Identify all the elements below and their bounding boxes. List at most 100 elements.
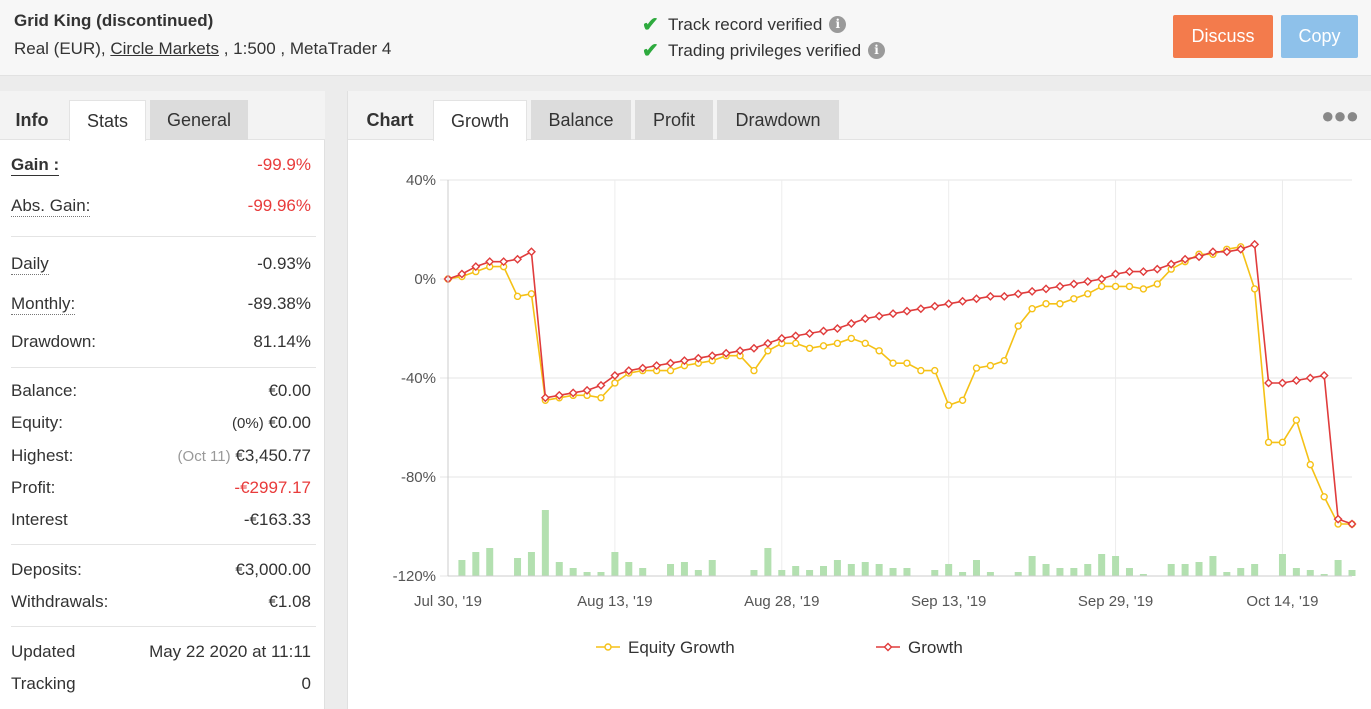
volume-bar [1320, 574, 1328, 576]
volume-bar [1056, 568, 1064, 576]
equity-growth-point [1306, 460, 1314, 469]
growth-point [999, 291, 1009, 301]
growth-point [819, 326, 828, 336]
info-panel: Info Stats General Gain : -99.9% Abs. Ga… [0, 91, 325, 709]
x-tick-label: Sep 13, '19 [911, 593, 986, 610]
volume-bar [1042, 564, 1050, 576]
deposits-row: Deposits: €3,000.00 [11, 560, 311, 580]
growth-point [540, 393, 550, 403]
y-tick-label: -80% [401, 469, 436, 486]
profit-value: -€2997.17 [234, 478, 311, 497]
growth-point [735, 346, 745, 356]
discuss-button[interactable]: Discuss [1173, 15, 1273, 58]
equity-label: Equity: [11, 413, 63, 432]
equity-growth-point [819, 342, 828, 350]
volume-bar [972, 560, 980, 576]
copy-button[interactable]: Copy [1281, 15, 1358, 58]
legend-equity-growth-label: Equity Growth [628, 638, 735, 657]
tab-stats[interactable]: Stats [69, 100, 146, 141]
tab-growth[interactable]: Growth [433, 100, 527, 141]
volume-bar [625, 562, 633, 576]
abs-gain-row: Abs. Gain: -99.96% [11, 196, 311, 217]
tab-general[interactable]: General [150, 100, 248, 140]
growth-point [1055, 281, 1065, 291]
volume-bar [472, 552, 480, 576]
equity-growth-point [791, 339, 800, 348]
growth-point [902, 306, 912, 316]
daily-label[interactable]: Daily [11, 254, 49, 275]
info-icon[interactable]: i [868, 42, 886, 59]
growth-point [916, 304, 926, 314]
check-icon: ✔ [642, 14, 659, 36]
volume-bar [486, 548, 494, 576]
growth-point [1097, 274, 1107, 284]
growth-point [1291, 375, 1301, 385]
growth-point [1277, 378, 1287, 388]
tracking-row: Tracking 0 [11, 674, 311, 694]
volume-bar [1237, 568, 1245, 576]
system-name: Grid King (discontinued) [14, 11, 214, 30]
growth-point [721, 348, 731, 358]
profit-label: Profit: [11, 478, 56, 497]
balance-row: Balance: €0.00 [11, 381, 311, 401]
equity-growth-point [1250, 285, 1259, 293]
growth-point [1083, 276, 1093, 286]
tab-balance[interactable]: Balance [531, 100, 631, 140]
growth-point [791, 331, 801, 341]
volume-bar [694, 570, 702, 576]
more-dots-icon[interactable]: ●●● [1321, 103, 1359, 128]
volume-bar [1348, 570, 1356, 576]
gain-row: Gain : -99.9% [11, 155, 311, 176]
growth-point [1069, 279, 1079, 289]
volume-bar [931, 570, 939, 576]
growth-point [485, 257, 495, 267]
growth-point [749, 343, 759, 353]
volume-bar [667, 564, 675, 576]
growth-point [805, 328, 815, 338]
growth-point [860, 314, 870, 324]
chart-legend[interactable]: Equity Growth Growth [596, 638, 963, 657]
equity-growth-point [1000, 356, 1009, 365]
equity-growth-point [875, 347, 883, 355]
monthly-label[interactable]: Monthly: [11, 294, 76, 315]
volume-bar [708, 560, 716, 576]
updated-row: Updated May 22 2020 at 11:11 [11, 642, 311, 662]
highest-row: Highest: (Oct 11) €3,450.77 [11, 446, 311, 466]
equity-growth-point [972, 364, 981, 372]
volume-bar [1306, 570, 1314, 576]
gain-label[interactable]: Gain : [11, 155, 60, 176]
growth-point [652, 361, 662, 371]
tab-drawdown[interactable]: Drawdown [717, 100, 839, 140]
x-tick-label: Aug 28, '19 [744, 593, 819, 610]
volume-bar [903, 568, 911, 576]
interest-label: Interest [11, 510, 68, 529]
equity-row: Equity: (0%) €0.00 [11, 413, 311, 433]
abs-gain-label[interactable]: Abs. Gain: [11, 196, 91, 217]
growth-point [1027, 286, 1037, 296]
tracking-value: 0 [301, 674, 311, 693]
equity-growth-point [889, 359, 897, 367]
broker-link[interactable]: Circle Markets [110, 39, 219, 58]
volume-bar [750, 570, 758, 576]
volume-bar [1125, 568, 1133, 576]
info-title: Info [15, 109, 49, 130]
equity-growth-point [1111, 282, 1120, 291]
growth-point [888, 309, 898, 319]
chart-grid [440, 179, 1352, 577]
volume-bar [541, 510, 549, 576]
equity-growth-point [750, 366, 758, 375]
withdrawals-value: €1.08 [268, 592, 311, 611]
monthly-row: Monthly: -89.38% [11, 294, 311, 315]
equity-growth-point [1153, 280, 1161, 288]
growth-point [958, 296, 968, 306]
growth-point [1124, 267, 1134, 277]
volume-bars [458, 510, 1356, 576]
growth-point [874, 311, 884, 321]
tab-profit[interactable]: Profit [635, 100, 713, 140]
volume-bar [875, 564, 883, 576]
info-icon[interactable]: i [829, 16, 847, 33]
volume-bar [778, 570, 786, 576]
gain-value: -99.9% [257, 155, 311, 174]
equity-growth-point [805, 344, 814, 353]
growth-point [513, 254, 523, 264]
